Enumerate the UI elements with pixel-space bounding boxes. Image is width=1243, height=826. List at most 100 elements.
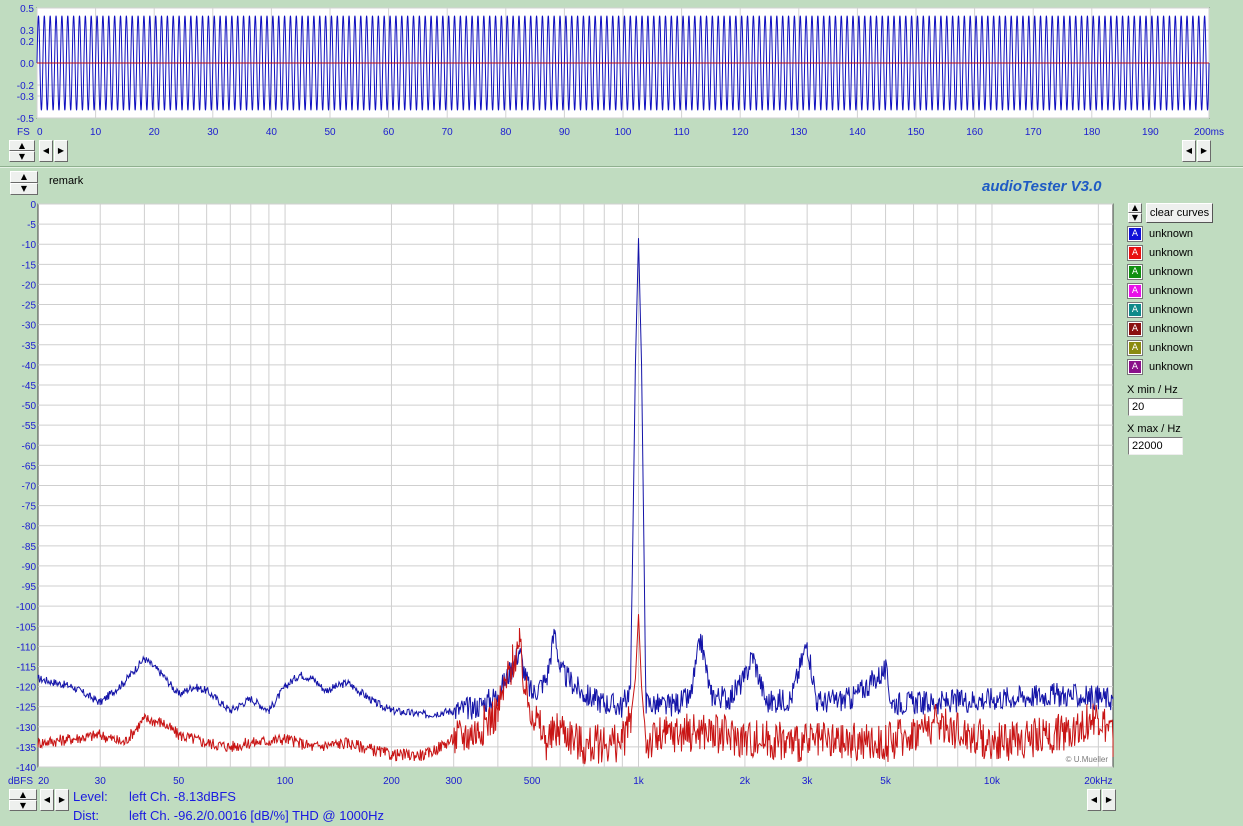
spectrum-y-tick-label: -85 <box>22 542 37 553</box>
remark-label[interactable]: remark <box>49 175 84 187</box>
left-arrow-icon: ◀ <box>1090 795 1098 804</box>
curve-color-icon[interactable]: A <box>1127 302 1143 318</box>
curve-color-icon[interactable]: A <box>1127 359 1143 375</box>
spectrum-y-tick-label: -40 <box>22 361 37 372</box>
spectrum-x-tick-label: 5k <box>880 776 892 787</box>
spectrum-x-tick-label: 30 <box>95 776 107 787</box>
legend-item-label[interactable]: unknown <box>1149 285 1194 297</box>
spectrum-y-tick-label: -130 <box>16 723 36 734</box>
time-x-tick-label: 40 <box>266 127 278 138</box>
legend-item-label[interactable]: unknown <box>1149 342 1194 354</box>
pane-separator[interactable] <box>0 166 1243 168</box>
xmin-input[interactable] <box>1128 398 1183 416</box>
legend-item-label[interactable]: unknown <box>1149 323 1194 335</box>
spectrum-y-tick-label: -120 <box>16 683 36 694</box>
left-arrow-icon: ◀ <box>43 795 51 804</box>
spectrum-y-tick-label: -30 <box>22 321 37 332</box>
time-x-tick-label: 70 <box>442 127 454 138</box>
spectrum-y-tick-label: -25 <box>22 301 37 312</box>
down-arrow-icon: ▼ <box>20 184 28 193</box>
time-x-tick-label: 0 <box>37 127 43 138</box>
time-scroll-right-button[interactable]: ▶ <box>54 140 68 162</box>
freq-scale-down-button[interactable]: ▼ <box>9 800 37 811</box>
up-arrow-icon: ▲ <box>19 789 27 799</box>
curve-color-icon[interactable]: A <box>1127 245 1143 261</box>
time-scale-up-button[interactable]: ▲ <box>9 140 35 151</box>
spectrum-y-tick-label: -125 <box>16 703 36 714</box>
spectrum-y-tick-label: -100 <box>16 602 36 613</box>
spectrum-y-tick-label: -140 <box>16 763 36 774</box>
xmax-input[interactable] <box>1128 437 1183 455</box>
spectrum-x-tick-label: 20 <box>38 776 50 787</box>
legend-item-label[interactable]: unknown <box>1149 304 1194 316</box>
time-x-tick-label: 190 <box>1142 127 1159 138</box>
time-y-tick-label: 0.0 <box>20 59 34 70</box>
spectrum-y-tick-label: -5 <box>27 220 36 231</box>
spectrum-y-tick-label: -115 <box>17 662 37 673</box>
level-value: left Ch. -8.13dBFS <box>129 789 236 804</box>
freq-x-right-button[interactable]: ▶ <box>1102 789 1116 811</box>
spectrum-right-channel-line <box>37 614 1114 765</box>
xmax-label: X max / Hz <box>1127 423 1181 435</box>
time-x-tick-label: 200ms <box>1194 127 1224 138</box>
legend-item-label[interactable]: unknown <box>1149 266 1194 278</box>
freq-scroll-right-button[interactable]: ▶ <box>55 789 69 811</box>
spectrum-y-tick-label: -105 <box>16 622 36 633</box>
legend-up-button[interactable]: ▲ <box>1128 203 1142 213</box>
freq-scale-up-button[interactable]: ▲ <box>9 789 37 800</box>
spectrum-x-tick-label: 50 <box>173 776 185 787</box>
copyright-label: © U.Mueller <box>1066 755 1109 764</box>
time-scale-down-button[interactable]: ▼ <box>9 151 35 162</box>
spectrum-y-tick-label: -55 <box>22 421 37 432</box>
time-y-tick-label: -0.5 <box>17 114 35 125</box>
right-arrow-icon: ▶ <box>58 795 66 804</box>
time-x-left-button[interactable]: ◀ <box>1182 140 1196 162</box>
time-y-tick-label: 0.2 <box>20 37 34 48</box>
curve-color-icon[interactable]: A <box>1127 226 1143 242</box>
time-x-tick-label: 80 <box>500 127 512 138</box>
curve-color-icon[interactable]: A <box>1127 264 1143 280</box>
spectrum-left-channel-line <box>37 238 1114 720</box>
time-x-tick-label: 130 <box>790 127 807 138</box>
legend-item-label[interactable]: unknown <box>1149 247 1194 259</box>
spectrum-scale-down-button[interactable]: ▼ <box>10 183 38 195</box>
time-x-tick-label: 90 <box>559 127 571 138</box>
spectrum-y-tick-label: -95 <box>22 582 37 593</box>
down-arrow-icon: ▼ <box>1131 213 1139 222</box>
spectrum-scale-up-button[interactable]: ▲ <box>10 171 38 183</box>
spectrum-y-tick-label: -45 <box>22 381 37 392</box>
freq-scroll-left-button[interactable]: ◀ <box>40 789 54 811</box>
time-x-tick-label: 50 <box>324 127 336 138</box>
time-y-tick-label: 0.5 <box>20 4 34 15</box>
time-scroll-left-button[interactable]: ◀ <box>39 140 53 162</box>
spectrum-y-tick-label: -15 <box>22 260 37 271</box>
spectrum-x-tick-label: 500 <box>524 776 541 787</box>
spectrum-y-tick-label: -70 <box>22 482 37 493</box>
spectrum-x-tick-label: 10k <box>984 776 1001 787</box>
spectrum-y-tick-label: -90 <box>22 562 37 573</box>
freq-x-left-button[interactable]: ◀ <box>1087 789 1101 811</box>
up-arrow-icon: ▲ <box>1131 203 1139 212</box>
legend-down-button[interactable]: ▼ <box>1128 213 1142 223</box>
spectrum-y-tick-label: 0 <box>30 200 36 211</box>
spectrum-y-tick-label: -110 <box>17 642 37 653</box>
spectrum-x-tick-label: 200 <box>383 776 400 787</box>
time-x-tick-label: 60 <box>383 127 395 138</box>
curve-color-icon[interactable]: A <box>1127 283 1143 299</box>
time-x-right-button[interactable]: ▶ <box>1197 140 1211 162</box>
legend-item-label[interactable]: unknown <box>1149 361 1194 373</box>
curve-color-icon[interactable]: A <box>1127 340 1143 356</box>
time-x-tick-label: 140 <box>849 127 866 138</box>
clear-curves-button[interactable]: clear curves <box>1146 203 1213 223</box>
legend-item-label[interactable]: unknown <box>1149 228 1194 240</box>
curve-color-icon[interactable]: A <box>1127 321 1143 337</box>
